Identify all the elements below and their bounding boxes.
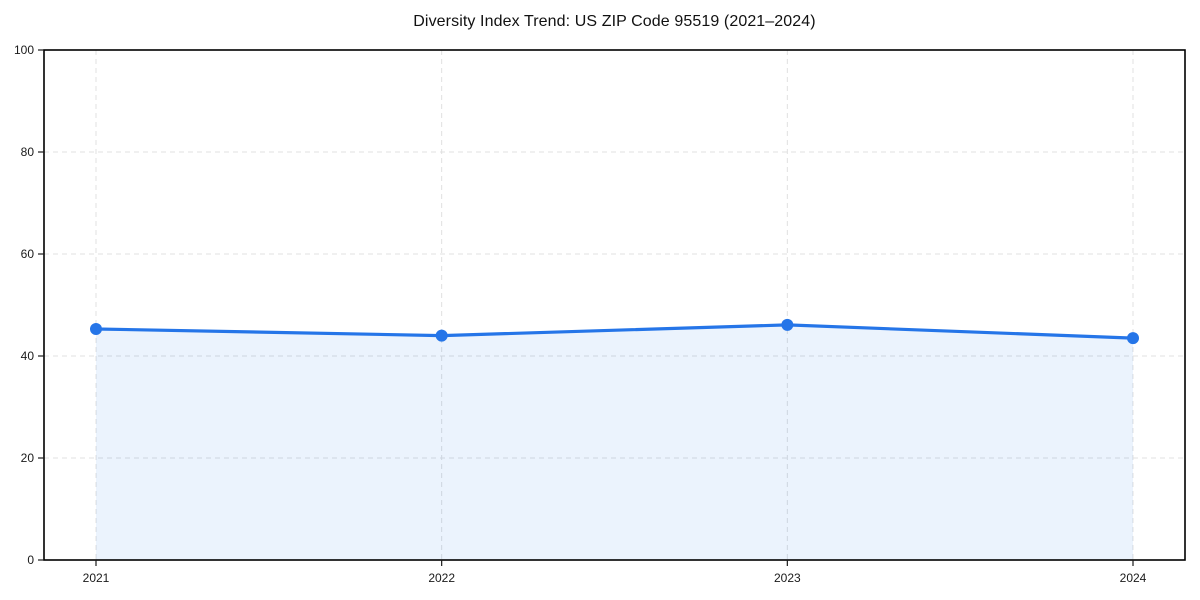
y-tick-label: 60: [21, 247, 35, 261]
x-tick-label: 2023: [774, 571, 801, 585]
data-point-marker: [435, 329, 448, 342]
y-tick-label: 40: [21, 349, 35, 363]
y-tick-label: 0: [27, 553, 34, 567]
area-fill: [96, 324, 1133, 560]
trend-line: [94, 323, 1135, 340]
plot-border: [43, 49, 1186, 561]
y-tick-label: 80: [21, 145, 35, 159]
data-point-marker: [90, 322, 102, 335]
y-tick-label: 20: [21, 451, 35, 465]
chart-title: Diversity Index Trend: US ZIP Code 95519…: [413, 13, 816, 30]
x-tick-label: 2021: [83, 571, 110, 585]
x-tick-label: 2024: [1120, 571, 1147, 585]
data-point-marker: [781, 318, 794, 331]
y-tick-label: 100: [14, 43, 34, 57]
data-point-marker: [1127, 332, 1139, 345]
x-tick-label: 2022: [428, 571, 455, 585]
